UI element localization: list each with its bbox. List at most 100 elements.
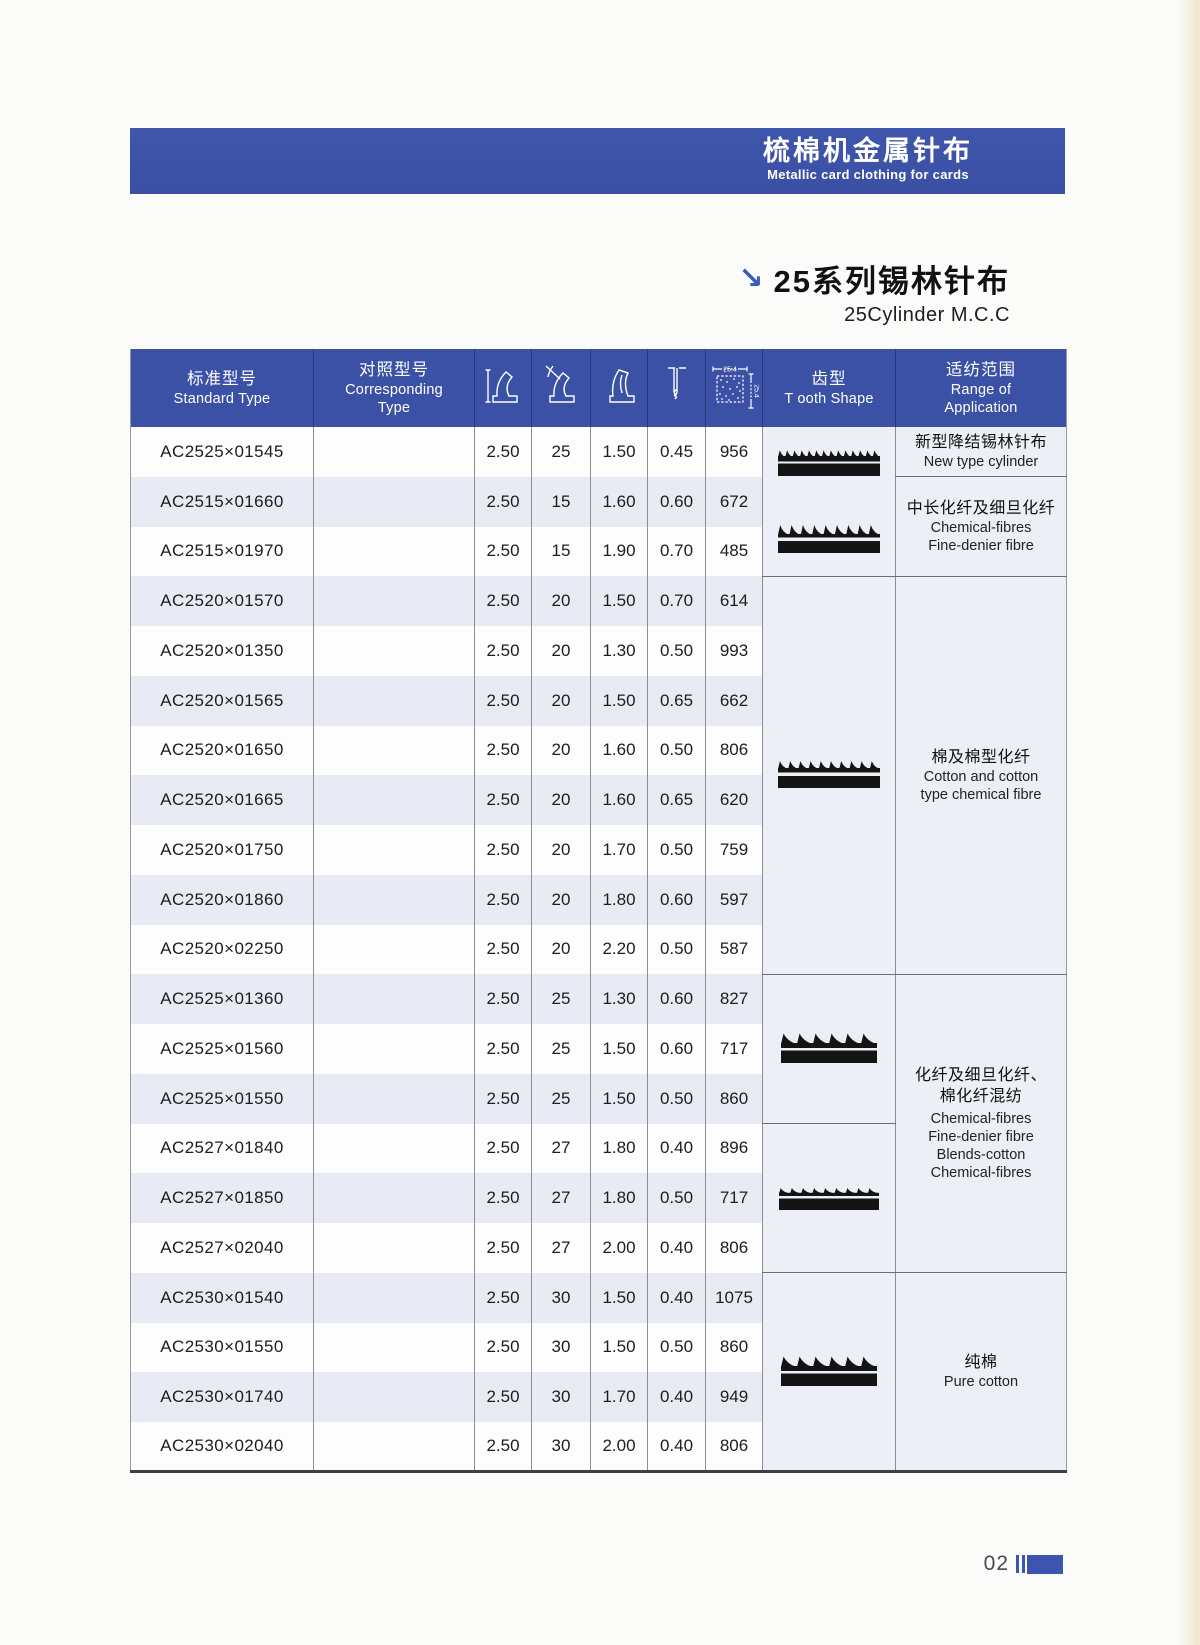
standard-type-cell: AC2520×01750 (130, 825, 314, 875)
page-number: 02 (983, 1552, 1009, 1575)
section-title: ↘ 25系列锡林针布 25Cylinder M.C.C (738, 256, 1010, 327)
header-tooth-depth-icon (590, 349, 648, 427)
header-point-density-icon: 25.4 25.4 (705, 349, 763, 427)
corresponding-type-cell (313, 1073, 475, 1124)
table-row: AC2527×02040 2.50 27 2.00 0.40 806 (130, 1223, 1067, 1273)
table-row: AC2527×01840 2.50 27 1.80 0.40 896 (130, 1123, 1067, 1274)
corresponding-type-cell (313, 825, 475, 875)
table-header-row: 标准型号 Standard Type 对照型号 Corresponding Ty… (130, 349, 1067, 427)
standard-type-cell: AC2525×01545 (130, 427, 314, 477)
table-row: AC2515×01660 2.50 15 1.60 0.60 672 中长化纤及… (130, 476, 1067, 577)
header-tooth-shape: 齿型 T ooth Shape (762, 349, 896, 427)
total-height-icon (485, 368, 518, 403)
table-row: AC2520×01565 2.50 20 1.50 0.65 662 (130, 675, 1067, 726)
standard-type-cell: AC2520×02250 (130, 924, 314, 975)
header-front-angle-icon (531, 349, 591, 427)
tooth-shape-cell (762, 427, 896, 577)
table-row: AC2520×01665 2.50 20 1.60 0.65 620 (130, 775, 1067, 825)
corresponding-type-cell (313, 1272, 475, 1323)
application-cell: 纯棉 Pure cotton (895, 1272, 1067, 1472)
tooth-profile-curved-icon (778, 761, 880, 789)
standard-type-cell: AC2520×01350 (130, 626, 314, 676)
table-row: AC2530×01540 2.50 30 1.50 0.40 1075 (130, 1272, 1067, 1472)
header-application: 适纺范围 Range of Application (895, 349, 1067, 427)
banner-title-en: Metallic card clothing for cards (767, 167, 969, 182)
standard-type-cell: AC2520×01665 (130, 775, 314, 825)
corresponding-type-cell (313, 924, 475, 975)
standard-type-cell: AC2530×01540 (130, 1272, 314, 1323)
standard-type-cell: AC2530×01550 (130, 1322, 314, 1373)
header-rib-thickness-icon (647, 349, 706, 427)
corresponding-type-cell (313, 476, 475, 527)
table-row: AC2520×02250 2.50 20 2.20 0.50 587 (130, 924, 1067, 975)
standard-type-cell: AC2525×01560 (130, 1024, 314, 1074)
corresponding-type-cell (313, 1422, 475, 1472)
section-subtitle-en: 25Cylinder M.C.C (844, 304, 1010, 326)
point-density-icon: 25.4 25.4 (712, 366, 760, 409)
corresponding-type-cell (313, 1322, 475, 1373)
standard-type-cell: AC2520×01565 (130, 675, 314, 726)
tooth-shape-cell (762, 576, 896, 975)
tooth-profile-pointed-icon (778, 525, 880, 554)
corresponding-type-cell (313, 1173, 475, 1223)
application-cell: 新型降结锡林针布 New type cylinder (895, 427, 1067, 478)
corresponding-type-cell (313, 1372, 475, 1422)
standard-type-cell: AC2530×01740 (130, 1372, 314, 1422)
application-cell: 中长化纤及细旦化纤 Chemical-fibres Fine-denier fi… (895, 476, 1067, 577)
footer: 02 (984, 1552, 1063, 1576)
application-cell: 化纤及细旦化纤、 棉化纤混纺 Chemical-fibres Fine-deni… (895, 974, 1067, 1274)
standard-type-cell: AC2527×02040 (130, 1223, 314, 1273)
corresponding-type-cell (313, 1123, 475, 1174)
standard-type-cell: AC2525×01550 (130, 1073, 314, 1124)
header-corresponding-type: 对照型号 Corresponding Type (313, 349, 475, 427)
corresponding-type-cell (313, 427, 475, 477)
tooth-profile-low-fine-icon (779, 1188, 879, 1211)
application-cell: 棉及棉型化纤 Cotton and cotton type chemical f… (895, 576, 1067, 975)
scan-edge-strip (1178, 0, 1200, 1645)
table-row: AC2515×01970 2.50 15 1.90 0.70 485 (130, 526, 1067, 577)
corresponding-type-cell (313, 1223, 475, 1273)
table-row: AC2520×01860 2.50 20 1.80 0.60 597 (130, 874, 1067, 925)
corresponding-type-cell (313, 675, 475, 726)
corresponding-type-cell (313, 626, 475, 676)
rib-thickness-icon (667, 366, 686, 399)
table-row: AC2530×02040 2.50 30 2.00 0.40 806 (130, 1422, 1067, 1472)
front-angle-icon (545, 364, 575, 403)
table-row: AC2520×01650 2.50 20 1.60 0.50 806 (130, 725, 1067, 776)
standard-type-cell: AC2515×01660 (130, 476, 314, 527)
standard-type-cell: AC2520×01570 (130, 576, 314, 626)
tooth-profile-large-curved-icon (781, 1033, 877, 1063)
standard-type-cell: AC2525×01360 (130, 974, 314, 1024)
table-row: AC2530×01740 2.50 30 1.70 0.40 949 (130, 1372, 1067, 1422)
corresponding-type-cell (313, 1024, 475, 1074)
table-row: AC2525×01360 2.50 25 1.30 0.60 827 (130, 974, 1067, 1274)
table-row: AC2520×01350 2.50 20 1.30 0.50 993 (130, 626, 1067, 676)
svg-text:25.4: 25.4 (753, 384, 760, 398)
table-row: AC2530×01550 2.50 30 1.50 0.50 860 (130, 1322, 1067, 1373)
standard-type-cell: AC2530×02040 (130, 1422, 314, 1472)
table-row: AC2525×01545 2.50 25 1.50 0.45 956 (130, 427, 1067, 577)
corresponding-type-cell (313, 874, 475, 925)
page-header-banner: 梳棉机金属针布 Metallic card clothing for cards (130, 128, 1065, 194)
table-row: AC2527×01850 2.50 27 1.80 0.50 717 (130, 1173, 1067, 1223)
corresponding-type-cell (313, 725, 475, 776)
table-row: AC2525×01560 2.50 25 1.50 0.60 717 (130, 1024, 1067, 1074)
tooth-profile-large-curved-icon (781, 1356, 877, 1386)
table-row: AC2520×01570 2.50 20 1.50 0.70 614 (130, 576, 1067, 975)
down-right-arrow-icon: ↘ (738, 261, 764, 295)
corresponding-type-cell (313, 526, 475, 577)
table-row: AC2520×01750 2.50 20 1.70 0.50 759 (130, 825, 1067, 875)
section-title-zh: 25系列锡林针布 (773, 264, 1010, 299)
banner-title-zh: 梳棉机金属针布 (763, 136, 973, 166)
tooth-depth-icon (609, 368, 635, 403)
header-total-height-icon (474, 349, 532, 427)
page-number-bars-icon (1016, 1554, 1063, 1574)
standard-type-cell: AC2520×01650 (130, 725, 314, 776)
corresponding-type-cell (313, 974, 475, 1024)
table-row: AC2525×01550 2.50 25 1.50 0.50 860 (130, 1073, 1067, 1124)
standard-type-cell: AC2515×01970 (130, 526, 314, 577)
svg-text:25.4: 25.4 (723, 366, 737, 373)
standard-type-cell: AC2527×01850 (130, 1173, 314, 1223)
tooth-profile-fine-icon (778, 450, 880, 477)
